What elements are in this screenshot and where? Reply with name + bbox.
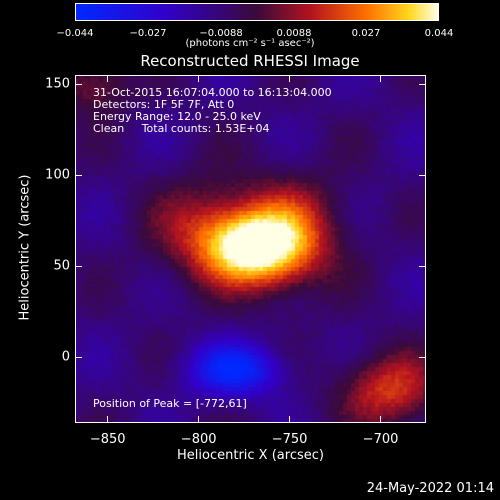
info-time: 31-Oct-2015 16:07:04.000 to 16:13:04.000 xyxy=(93,86,332,99)
colorbar-gradient xyxy=(76,4,438,20)
x-tick-mark xyxy=(198,416,200,423)
heatmap-image xyxy=(75,75,426,423)
timestamp-footer: 24-May-2022 01:14 xyxy=(366,481,494,496)
x-tick-label: −700 xyxy=(362,432,399,447)
y-tick-mark xyxy=(419,83,426,85)
info-detectors: Detectors: 1F 5F 7F, Att 0 xyxy=(93,98,235,111)
colorbar-tick: 0.0088 xyxy=(276,28,312,39)
colorbar-tick: −0.027 xyxy=(129,28,167,39)
info-clean: Clean Total counts: 1.53E+04 xyxy=(93,122,270,135)
colorbar-units: (photons cm⁻² s⁻¹ asec⁻²) xyxy=(185,38,315,49)
x-tick-mark xyxy=(380,416,382,423)
x-axis-label: Heliocentric X (arcsec) xyxy=(177,448,324,463)
y-tick-label: 100 xyxy=(45,167,70,183)
y-tick-mark xyxy=(75,356,82,358)
x-tick-label: −850 xyxy=(89,432,126,447)
y-tick-mark xyxy=(75,174,82,176)
y-tick-label: 150 xyxy=(45,76,70,92)
x-tick-mark xyxy=(289,75,291,82)
y-tick-mark xyxy=(419,174,426,176)
x-tick-mark xyxy=(289,416,291,423)
y-tick-label: 0 xyxy=(61,349,70,365)
colorbar-tick: 0.027 xyxy=(351,28,381,39)
y-axis-label: Heliocentric Y (arcsec) xyxy=(17,174,33,321)
x-tick-label: −750 xyxy=(271,432,308,447)
plot-frame xyxy=(75,75,426,423)
colorbar-tick: 0.044 xyxy=(424,28,454,39)
y-tick-mark xyxy=(75,83,82,85)
peak-position-label: Position of Peak = [-772,61] xyxy=(93,397,247,410)
y-tick-label: 50 xyxy=(53,258,70,274)
colorbar-tick: −0.044 xyxy=(56,28,94,39)
chart-title: Reconstructed RHESSI Image xyxy=(140,52,360,70)
colorbar xyxy=(75,3,439,21)
y-tick-mark xyxy=(419,356,426,358)
x-tick-mark xyxy=(107,416,109,423)
y-tick-mark xyxy=(419,265,426,267)
x-tick-mark xyxy=(380,75,382,82)
colorbar-tick: −0.0088 xyxy=(199,28,243,39)
x-tick-mark xyxy=(107,75,109,82)
y-tick-mark xyxy=(75,265,82,267)
info-energy: Energy Range: 12.0 - 25.0 keV xyxy=(93,110,261,123)
x-tick-label: −800 xyxy=(180,432,217,447)
x-tick-mark xyxy=(198,75,200,82)
